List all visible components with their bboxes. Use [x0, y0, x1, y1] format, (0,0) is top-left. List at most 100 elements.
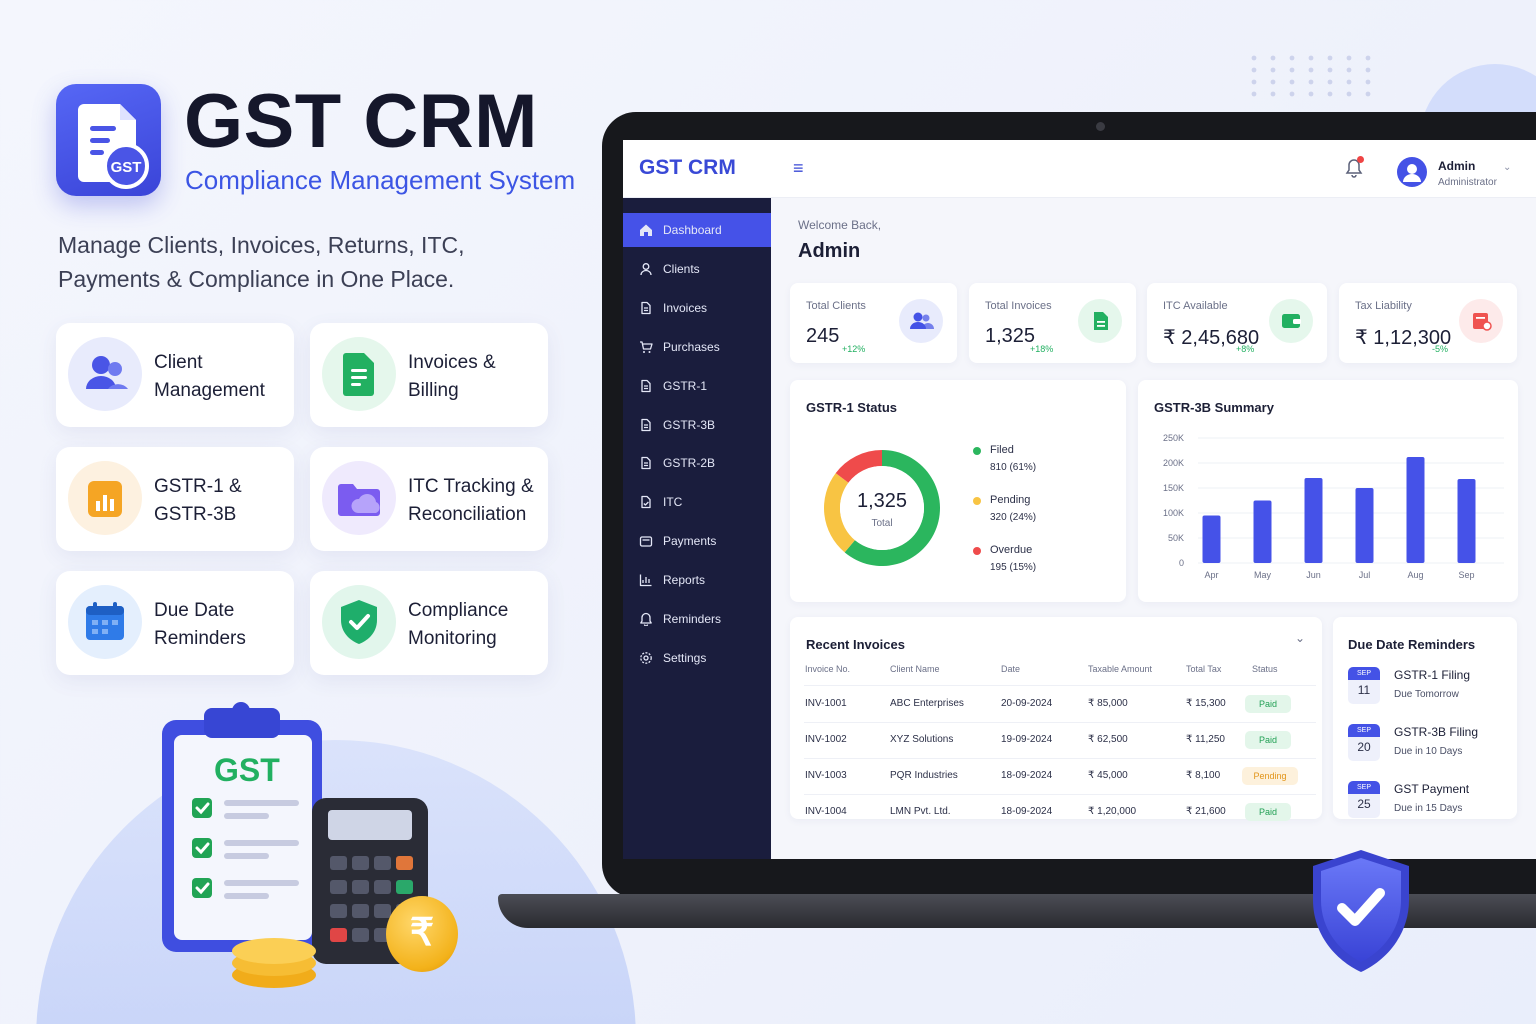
sidebar-item-gstr-1[interactable]: GSTR-1 [623, 369, 771, 403]
sidebar-item-itc[interactable]: ITC [623, 485, 771, 519]
y-tick-label: 0 [1179, 558, 1184, 568]
table-cell: ₹ 62,500 [1088, 734, 1128, 745]
feature-label: Client Management [154, 352, 265, 401]
sidebar-item-reminders[interactable]: Reminders [623, 602, 771, 636]
sidebar-item-gstr-3b[interactable]: GSTR-3B [623, 408, 771, 442]
table-header: Date [1001, 664, 1021, 674]
sidebar-item-label: GSTR-2B [663, 456, 716, 471]
feature-label: Invoices & Billing [408, 352, 496, 401]
table-cell[interactable]: INV-1001 [805, 698, 847, 709]
stat-card-total-clients[interactable]: Total Clients 245 +12% [790, 283, 957, 363]
donut-slice-overdue [835, 450, 882, 483]
document-icon [322, 337, 396, 411]
table-cell: ₹ 1,20,000 [1088, 806, 1137, 817]
stat-value: 245 [806, 325, 840, 347]
receipt-icon [1459, 299, 1503, 343]
logo-gst-text: GST [111, 159, 142, 176]
brand-title: GST CRM [184, 79, 538, 164]
sidebar-item-label: GSTR-1 [663, 378, 708, 393]
sidebar-item-label: ITC [663, 495, 683, 510]
file-icon [639, 418, 653, 432]
table-cell[interactable]: INV-1004 [805, 806, 847, 817]
table-cell: XYZ Solutions [890, 734, 954, 745]
legend-dot [973, 447, 981, 455]
checklist-line [224, 880, 299, 886]
table-cell: 18-09-2024 [1001, 806, 1053, 817]
panel-title: Recent Invoices [806, 637, 905, 652]
legend-label: Filed [990, 444, 1014, 456]
donut-center-label: Total [871, 518, 893, 529]
chevron-down-icon[interactable]: ⌄ [1503, 162, 1512, 173]
stat-label: Total Invoices [985, 300, 1052, 312]
table-cell[interactable]: INV-1003 [805, 770, 847, 781]
x-tick-label: Aug [1407, 570, 1423, 580]
clipboard-clip [204, 708, 280, 738]
panel-title: GSTR-3B Summary [1154, 400, 1274, 415]
menu-toggle-icon[interactable]: ≡ [793, 158, 804, 178]
calendar-day: 11 [1357, 683, 1371, 697]
due-date-reminders-panel: Due Date Reminders SEP 11 GSTR-1 Filing Due… [1333, 617, 1517, 819]
gstr1-donut-chart [824, 450, 940, 566]
reminder-subtitle: Due Tomorrow [1394, 689, 1459, 700]
donut-slice-filed [844, 450, 940, 566]
stat-card-total-invoices[interactable]: Total Invoices 1,325 +18% [969, 283, 1136, 363]
sidebar: Dashboard Clients Invoices Purchases GSTR-1 G… [623, 198, 771, 859]
chevron-down-icon[interactable]: ⌄ [1295, 631, 1306, 645]
calculator-key [374, 880, 391, 894]
rupee-coin-icon: ₹ [386, 896, 458, 972]
calendar-month: SEP [1348, 667, 1380, 680]
app-logo-tile: GST [56, 84, 161, 196]
sidebar-item-payments[interactable]: Payments [623, 524, 771, 558]
calculator-key [352, 904, 369, 918]
stat-card-tax-liability[interactable]: Tax Liability ₹ 1,12,300 -5% [1339, 283, 1517, 363]
reminder-title: GSTR-3B Filing [1394, 725, 1479, 739]
sidebar-item-invoices[interactable]: Invoices [623, 291, 771, 325]
sidebar-item-label: Reports [663, 573, 706, 588]
laptop-camera [1096, 122, 1105, 131]
table-cell: ₹ 45,000 [1088, 770, 1128, 781]
calendar-icon: SEP 20 [1348, 724, 1380, 761]
app-header: GST CRM ≡ Admin Administrator ⌄ [623, 140, 1536, 198]
clipboard-paper [174, 735, 312, 940]
sidebar-item-reports[interactable]: Reports [623, 563, 771, 597]
recent-invoices-panel: Recent Invoices ⌄ Invoice No. Client Name… [790, 617, 1322, 821]
x-tick-label: Jul [1359, 570, 1371, 580]
bar-chart-icon [68, 461, 142, 535]
app-logo[interactable]: GST CRM [639, 156, 736, 179]
table-cell: 18-09-2024 [1001, 770, 1053, 781]
sidebar-item-label: Settings [663, 650, 707, 665]
x-tick-label: Sep [1458, 570, 1474, 580]
user-role: Administrator [1438, 177, 1497, 188]
table-cell: 19-09-2024 [1001, 734, 1053, 745]
table-cell: ₹ 11,250 [1186, 734, 1225, 745]
stat-card-itc-available[interactable]: ITC Available ₹ 2,45,680 +8% [1147, 283, 1327, 363]
stat-value: ₹ 2,45,680 [1163, 327, 1260, 349]
calculator-key [330, 904, 347, 918]
bar-jun [1304, 478, 1323, 563]
checkbox-icon [192, 838, 212, 858]
table-header: Client Name [890, 664, 940, 674]
reminder-title: GST Payment [1394, 782, 1470, 796]
user-name[interactable]: Admin [1438, 159, 1476, 173]
document-icon [1078, 299, 1122, 343]
panel-title: Due Date Reminders [1348, 637, 1476, 652]
sidebar-item-clients[interactable]: Clients [623, 252, 771, 286]
bar-sep [1457, 479, 1476, 563]
sidebar-item-purchases[interactable]: Purchases [623, 330, 771, 364]
table-cell[interactable]: INV-1002 [805, 734, 847, 745]
tagline: Manage Clients, Invoices, Returns, ITC, … [58, 232, 465, 292]
avatar[interactable] [1397, 157, 1427, 187]
checklist-line [224, 840, 299, 846]
calendar-icon: SEP 11 [1348, 667, 1380, 704]
stat-value: 1,325 [985, 325, 1036, 347]
file-icon [639, 379, 653, 393]
stat-label: Tax Liability [1355, 300, 1412, 312]
calculator-key [374, 856, 391, 870]
sidebar-item-gstr-2b[interactable]: GSTR-2B [623, 446, 771, 480]
sidebar-item-dashboard[interactable]: Dashboard [623, 213, 771, 247]
legend-label: Pending [990, 494, 1031, 506]
sidebar-item-settings[interactable]: Settings [623, 641, 771, 675]
table-cell: ABC Enterprises [890, 698, 964, 709]
y-tick-label: 50K [1168, 533, 1184, 543]
calendar-day: 25 [1357, 797, 1371, 811]
